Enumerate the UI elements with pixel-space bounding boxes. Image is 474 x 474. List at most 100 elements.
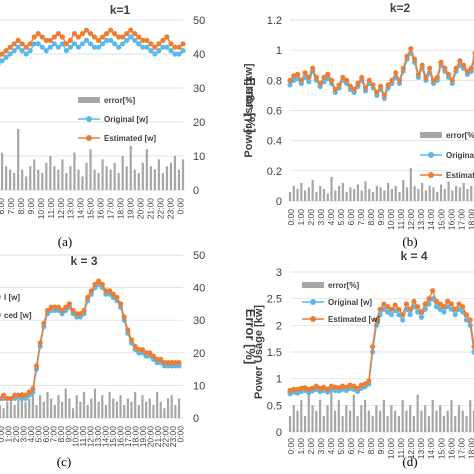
original-point — [132, 37, 138, 44]
estimated-point — [39, 34, 45, 40]
estimated-point — [400, 65, 406, 71]
original-point — [381, 306, 387, 312]
x-tick-label: 0:00 — [286, 438, 296, 455]
estimated-point — [0, 51, 5, 57]
error-bar — [311, 405, 314, 432]
chart-title: k = 3 — [70, 254, 97, 268]
error-bar — [117, 173, 120, 190]
estimated-point — [15, 37, 21, 44]
original-point — [39, 44, 45, 50]
legend-label: Original [w] — [104, 115, 148, 124]
estimated-point — [66, 301, 73, 307]
estimated-point — [393, 70, 399, 76]
y-tick-label: 0.4 — [267, 136, 282, 148]
error-bar — [152, 404, 155, 418]
original-point — [120, 41, 126, 47]
x-tick-label: 15:00 — [86, 198, 96, 220]
estimated-point — [59, 307, 65, 314]
original-point — [23, 51, 29, 57]
estimated-point — [81, 307, 87, 314]
x-tick-label: 10:00 — [386, 209, 396, 231]
original-line — [0, 36, 184, 64]
error-bar — [0, 404, 2, 418]
y-tick-label: 1 — [276, 45, 282, 57]
x-tick-label: 7:00 — [356, 438, 366, 455]
error-bar — [334, 190, 337, 201]
estimated-point — [67, 37, 74, 44]
estimated-point — [43, 37, 49, 44]
chart-title: k=1 — [110, 3, 131, 17]
original-point — [140, 44, 146, 50]
estimated-point — [370, 82, 376, 88]
x-tick-label: 9:00 — [376, 438, 386, 455]
error-bar — [455, 185, 458, 201]
error-bar — [17, 395, 20, 418]
estimated-point — [144, 37, 150, 44]
estimated-point — [77, 311, 83, 317]
error-bar — [451, 190, 454, 201]
y-tick-label: 0.6 — [267, 106, 282, 118]
estimated-point — [19, 41, 25, 47]
original-point — [180, 48, 186, 54]
estimated-point — [344, 77, 350, 83]
error-bar — [431, 400, 434, 432]
x-tick-label: 2:00 — [306, 438, 316, 455]
estimated-point — [411, 298, 417, 304]
error-bar — [330, 176, 333, 201]
estimated-point — [79, 30, 86, 37]
x-tick-label: 6:00 — [0, 198, 6, 215]
estimated-point — [83, 27, 90, 33]
error-bar — [394, 410, 397, 432]
x-tick-label: 19:00 — [138, 426, 148, 448]
estimated-point — [128, 337, 135, 343]
error-bar — [439, 405, 442, 432]
estimated-point — [139, 346, 146, 353]
error-bar — [86, 404, 89, 418]
x-tick-label: 6:00 — [346, 438, 356, 455]
estimated-point — [321, 74, 327, 80]
error-bar — [2, 408, 5, 418]
y-tick-label: 1.2 — [267, 15, 282, 27]
error-bar — [45, 162, 48, 190]
y-tick-label: 40 — [193, 283, 205, 295]
estimated-point — [88, 288, 94, 294]
error-bar — [166, 398, 170, 418]
original-point — [144, 44, 150, 50]
estimated-point — [33, 363, 40, 369]
x-tick-label: 20:00 — [135, 198, 145, 220]
original-point — [160, 44, 166, 50]
estimated-point — [374, 89, 380, 95]
original-point — [445, 304, 451, 310]
error-bar — [379, 410, 382, 432]
error-bar — [13, 173, 16, 190]
original-point — [156, 48, 162, 54]
error-bar — [424, 405, 427, 432]
estimated-point — [55, 30, 61, 37]
error-bar — [9, 169, 12, 190]
error-bar — [153, 169, 156, 190]
legend-error-swatch — [420, 132, 442, 138]
y-tick-label: 1 — [276, 374, 282, 386]
x-tick-label: 21:00 — [153, 426, 163, 448]
chart-panel-1: 0 10 20 30 40 50 Error [%] 6:00 7:00 8:00 9:00 10:0… — [0, 3, 258, 249]
error-bar — [300, 400, 303, 432]
estimated-point — [381, 92, 387, 99]
error-bar — [141, 162, 144, 190]
error-bar — [296, 410, 299, 432]
error-bar — [13, 404, 16, 418]
error-bar — [31, 388, 34, 418]
x-tick-label: 4:00 — [326, 209, 336, 226]
error-bar — [326, 405, 329, 432]
error-bar — [337, 185, 341, 201]
x-tick-label: 16:00 — [446, 438, 456, 460]
x-tick-label: 22:00 — [160, 426, 170, 448]
error-bar — [337, 400, 340, 432]
estimated-point — [317, 80, 323, 86]
original-point — [27, 48, 33, 54]
estimated-point — [116, 34, 122, 40]
estimated-point — [4, 395, 10, 402]
error-bar — [163, 408, 166, 418]
error-bar — [457, 405, 461, 432]
estimated-point — [158, 356, 164, 362]
